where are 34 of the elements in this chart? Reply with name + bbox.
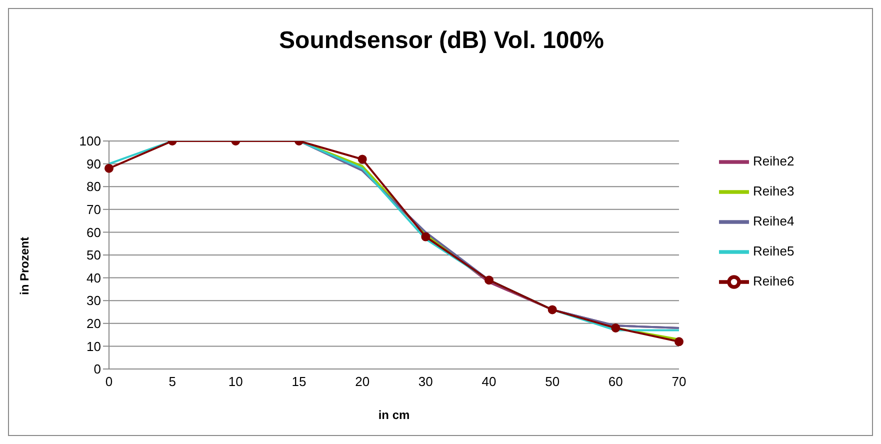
chart-title: Soundsensor (dB) Vol. 100%	[278, 27, 605, 55]
y-tick-label: 0	[94, 362, 101, 377]
x-axis-title: in cm	[378, 408, 410, 422]
y-tick-label: 100	[79, 134, 101, 149]
point	[611, 323, 620, 332]
y-tick-label: 90	[86, 156, 101, 172]
y-tick-label: 80	[86, 179, 101, 194]
point	[484, 276, 494, 285]
y-tick-label: 50	[86, 248, 101, 263]
legend-label: Reihe3	[753, 183, 794, 198]
y-tick-label: 10	[86, 338, 101, 354]
legend-label: Reihe2	[753, 153, 794, 168]
y-tick-label: 60	[86, 224, 101, 240]
x-tick-label: 70	[672, 374, 686, 390]
x-tick-label: 30	[418, 374, 433, 390]
y-tick-label: 70	[86, 202, 101, 218]
legend-label: Reihe5	[753, 243, 794, 258]
x-tick-label: 0	[105, 374, 113, 390]
y-axis-title: in Prozent	[17, 236, 32, 295]
x-tick-label: 60	[608, 374, 623, 390]
x-tick-label: 10	[228, 374, 243, 390]
y-tick-label: 40	[86, 270, 101, 286]
point	[674, 337, 684, 346]
x-tick-label: 5	[168, 374, 176, 390]
x-tick-label: 20	[355, 374, 370, 390]
y-tick-label: 30	[86, 293, 101, 308]
x-tick-label: 50	[545, 374, 560, 390]
point	[421, 232, 430, 242]
point	[548, 305, 557, 314]
legend-label: Reihe6	[753, 273, 794, 288]
legend-label: Reihe4	[753, 213, 794, 228]
x-tick-label: 40	[482, 374, 496, 390]
x-tick-label: 15	[292, 374, 306, 390]
y-tick-label: 20	[86, 316, 101, 332]
